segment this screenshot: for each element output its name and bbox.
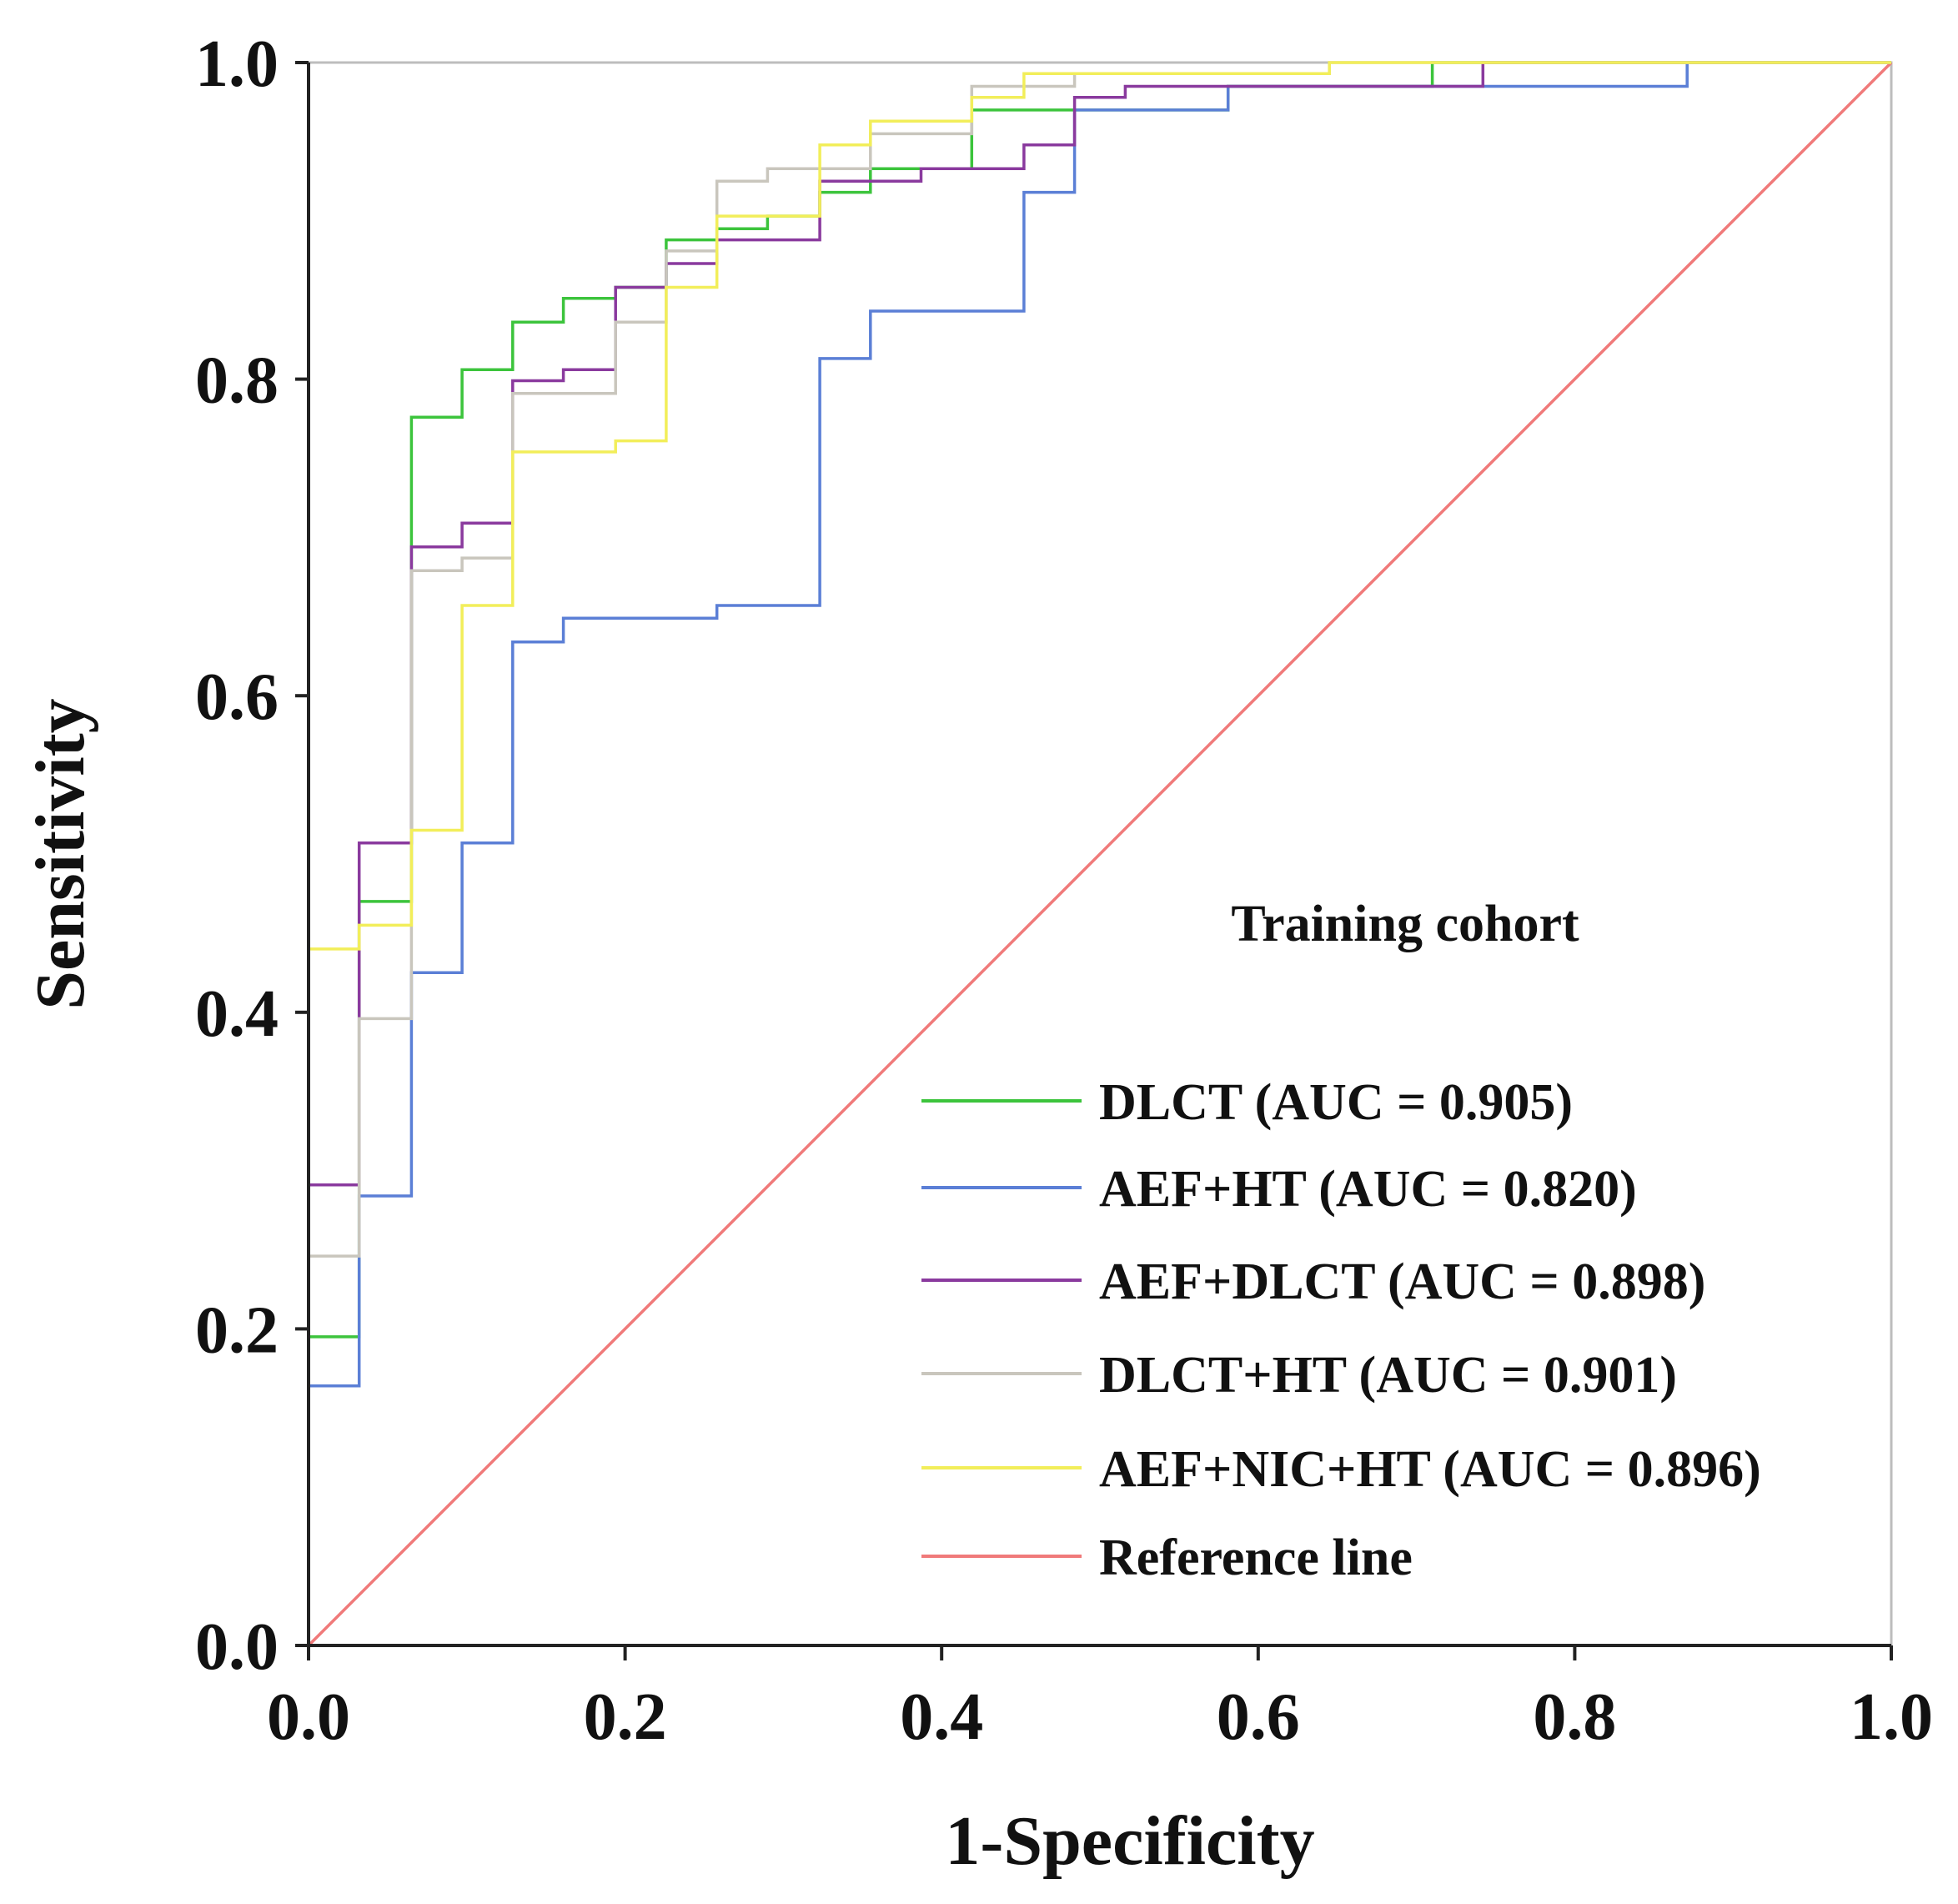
x-ticks: 0.0 0.2 0.4 0.6 0.8 1.0 xyxy=(267,1645,1933,1754)
x-tick-label: 0.8 xyxy=(1533,1680,1616,1754)
y-tick-label: 0.6 xyxy=(195,661,279,734)
x-tick-label: 0.0 xyxy=(267,1680,350,1754)
legend-label-reference: Reference line xyxy=(1099,1530,1413,1586)
legend-label-aef-ht: AEF+HT (AUC = 0.820) xyxy=(1099,1161,1637,1218)
y-tick-label: 0.2 xyxy=(195,1294,279,1367)
y-tick-label: 0.0 xyxy=(195,1610,279,1684)
x-tick-label: 1.0 xyxy=(1850,1680,1933,1754)
x-axis-title: 1-Specificity xyxy=(945,1802,1314,1880)
x-tick-label: 0.4 xyxy=(900,1680,983,1754)
series-line-dlct xyxy=(307,61,1891,1645)
legend-label-dlct: DLCT (AUC = 0.905) xyxy=(1099,1074,1573,1131)
y-tick-label: 0.4 xyxy=(195,977,279,1051)
y-tick-label: 1.0 xyxy=(195,28,279,101)
legend: DLCT (AUC = 0.905) AEF+HT (AUC = 0.820) AE… xyxy=(921,1074,1761,1586)
series-line-aef-nic-ht xyxy=(307,61,1891,1645)
y-axis-title: Sensitivity xyxy=(22,698,99,1009)
series-group xyxy=(307,61,1893,1647)
series-line-aef-ht xyxy=(307,61,1891,1645)
series-line-reference xyxy=(307,61,1893,1647)
legend-label-aef-nic-ht: AEF+NIC+HT (AUC = 0.896) xyxy=(1099,1441,1761,1498)
y-tick-label: 0.8 xyxy=(195,344,279,418)
y-ticks: 0.0 0.2 0.4 0.6 0.8 1.0 xyxy=(195,28,309,1684)
legend-label-dlct-ht: DLCT+HT (AUC = 0.901) xyxy=(1099,1347,1677,1404)
legend-label-aef-dlct: AEF+DLCT (AUC = 0.898) xyxy=(1099,1253,1705,1310)
x-tick-label: 0.2 xyxy=(584,1680,667,1754)
x-tick-label: 0.6 xyxy=(1217,1680,1300,1754)
legend-title: Training cohort xyxy=(1231,896,1579,952)
